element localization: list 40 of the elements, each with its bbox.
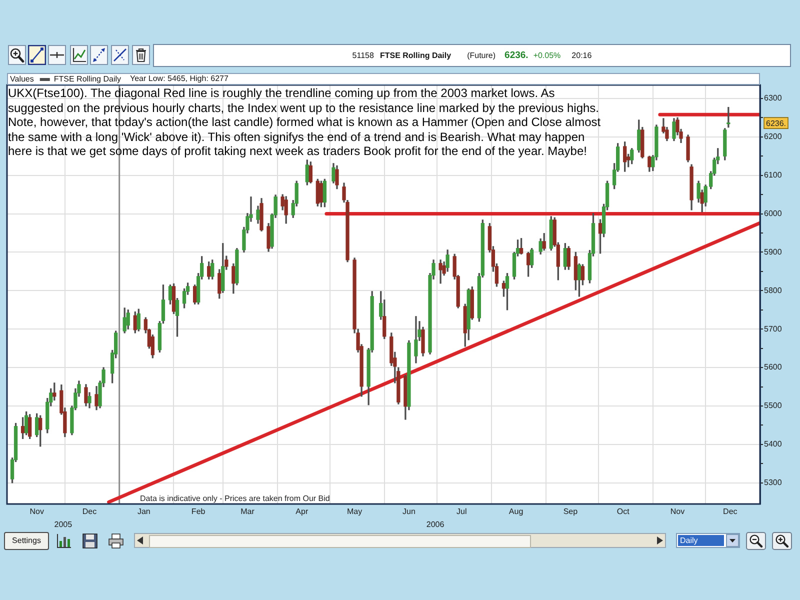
text: 6236.: [504, 50, 528, 61]
x-tick-label: Nov: [30, 507, 44, 516]
y-tick-label: 5500: [764, 401, 782, 410]
y-tick-label: 6100: [764, 170, 782, 180]
x-tick-label: May: [346, 507, 362, 516]
y-tick-label: 6000: [764, 208, 782, 218]
x-tick-label: Sep: [563, 507, 578, 516]
x-tick-label: Jun: [402, 507, 416, 516]
y-tick-label: 5300: [764, 478, 782, 488]
x-tick-label: Oct: [616, 507, 630, 516]
y-tick-label: 6300: [764, 94, 782, 103]
y-tick-label: 5600: [764, 362, 782, 372]
x-tick-label: Aug: [508, 507, 524, 516]
text: 6236.: [766, 118, 786, 128]
x-tick-label: Mar: [240, 507, 255, 516]
text: 20:16: [572, 51, 592, 60]
annotation: UKX(Ftse100). The diagonal Red line is roughly the trendline coming up from the 2003 market lows. As suggested on the previous hourly charts, the Index went up to the resistance line marked by the previous highs. Note, however, that today's action(the last candle) formed what is known as a Hammer (Open and Close almost the same with a long 'Wick' above it). This often signifys the end of a trend and is Bearish. What may happen here is that we get some days of profit taking next week as traders Book profit for the end of the year. Maybe!: [8, 86, 602, 158]
x-tick-label: Feb: [191, 507, 206, 516]
x-tick-label: Apr: [296, 507, 308, 516]
x-tick-label: Nov: [670, 507, 685, 516]
x-tick-label: Jul: [456, 507, 467, 516]
x-tick-label: Jan: [137, 507, 150, 516]
text: FTSE Rolling Daily: [54, 74, 122, 84]
annotation: Data is indicative only - Prices are taken from Our Bid: [140, 494, 330, 504]
y-tick-label: 5700: [764, 324, 782, 334]
y-tick-label: 5800: [764, 286, 782, 295]
x-tick-label: Dec: [723, 507, 738, 516]
y-tick-label: 5400: [764, 440, 782, 449]
text: Year Low: 5465, High: 6277: [130, 74, 228, 84]
text: 51158: [352, 51, 374, 60]
y-tick-label: 6200: [764, 132, 782, 142]
text: +0.05%: [533, 51, 561, 60]
text: (Future): [467, 51, 496, 60]
legend-title: Values: [10, 74, 34, 84]
button: Settings: [4, 532, 49, 550]
x2-tick-label: 2005: [54, 520, 73, 530]
x2-tick-label: 2006: [426, 520, 445, 530]
y-tick-label: 5900: [764, 247, 782, 256]
chart-title: FTSE Rolling Daily: [380, 51, 452, 60]
x-tick-label: Dec: [82, 507, 97, 516]
